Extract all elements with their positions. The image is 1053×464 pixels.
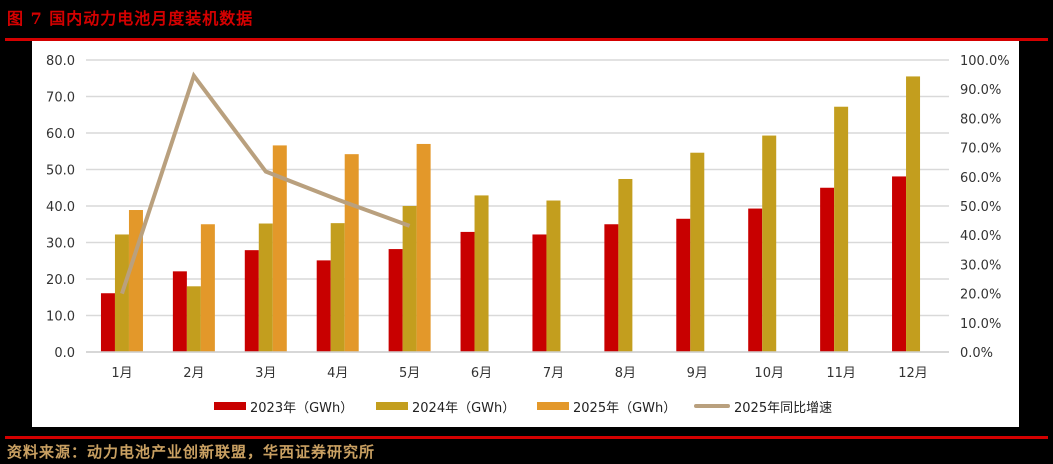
legend-label: 2025年（GWh） [573, 400, 677, 416]
y-tick-right: 20.0% [960, 288, 1001, 303]
x-tick-label: 5月 [399, 366, 420, 381]
bar-2024年（GWh） [474, 195, 489, 352]
legend-item: 2025年（GWh） [537, 396, 676, 416]
x-tick-label: 11月 [826, 366, 856, 381]
bar-2024年（GWh） [834, 106, 849, 352]
x-tick-label: 1月 [111, 366, 132, 381]
x-tick-label: 10月 [754, 366, 784, 381]
y-tick-right: 50.0% [960, 200, 1001, 215]
x-tick-label: 9月 [687, 366, 708, 381]
bar-2023年（GWh） [460, 231, 475, 352]
bar-2025年（GWh） [200, 224, 215, 352]
x-tick-label: 8月 [615, 366, 636, 381]
x-tick-label: 4月 [327, 366, 348, 381]
x-tick-label: 12月 [898, 366, 928, 381]
y-tick-right: 70.0% [960, 142, 1001, 157]
bar-2023年（GWh） [316, 260, 331, 352]
bar-2024年（GWh） [258, 223, 273, 352]
bar-2025年（GWh） [272, 145, 287, 352]
y-tick-right: 0.0% [960, 346, 993, 361]
figure-title: 图 7 国内动力电池月度装机数据 [7, 9, 254, 28]
bar-2024年（GWh） [906, 76, 921, 353]
y-tick-left: 0.0 [54, 346, 75, 361]
bar-2023年（GWh） [100, 293, 115, 352]
bar-2023年（GWh） [892, 176, 907, 352]
bar-2024年（GWh） [402, 206, 417, 352]
x-tick-label: 2月 [183, 366, 204, 381]
y-tick-right: 40.0% [960, 229, 1001, 244]
chart-panel [32, 41, 1019, 427]
y-tick-left: 30.0 [46, 237, 75, 252]
legend-bar-swatch-icon [376, 402, 408, 410]
x-tick-label: 3月 [255, 366, 276, 381]
bar-2023年（GWh） [604, 224, 619, 352]
y-tick-left: 20.0 [46, 273, 75, 288]
bar-2025年（GWh） [416, 143, 431, 352]
y-tick-right: 80.0% [960, 112, 1001, 127]
bar-2023年（GWh） [172, 271, 187, 352]
legend-bar-swatch-icon [214, 402, 246, 410]
x-tick-label: 7月 [543, 366, 564, 381]
legend-item: 2023年（GWh） [214, 396, 353, 416]
bar-2024年（GWh） [186, 286, 201, 352]
y-tick-left: 50.0 [46, 164, 75, 179]
y-tick-left: 80.0 [46, 54, 75, 69]
top-divider [5, 38, 1048, 41]
legend-label: 2023年（GWh） [250, 400, 354, 416]
bar-2023年（GWh） [244, 250, 259, 352]
y-tick-left: 60.0 [46, 127, 75, 142]
legend-label: 2025年同比增速 [734, 400, 833, 416]
bar-2023年（GWh） [748, 208, 763, 352]
bar-2023年（GWh） [388, 249, 403, 352]
bar-2025年（GWh） [344, 154, 359, 352]
legend-line-swatch-icon [694, 404, 730, 408]
bar-2024年（GWh） [546, 200, 561, 352]
bar-2023年（GWh） [532, 234, 547, 352]
y-tick-right: 60.0% [960, 171, 1001, 186]
bottom-divider [5, 436, 1048, 439]
legend-bar-swatch-icon [537, 402, 569, 410]
bar-2024年（GWh） [618, 178, 633, 352]
bar-2023年（GWh） [676, 218, 691, 352]
growth-line [120, 71, 411, 295]
bar-2024年（GWh） [690, 152, 705, 352]
bar-2024年（GWh） [330, 223, 345, 352]
y-tick-left: 10.0 [46, 310, 75, 325]
legend-label: 2024年（GWh） [412, 400, 516, 416]
y-tick-right: 100.0% [960, 54, 1010, 69]
y-tick-left: 70.0 [46, 91, 75, 106]
source-note: 资料来源：动力电池产业创新联盟，华西证券研究所 [7, 443, 376, 461]
y-tick-left: 40.0 [46, 200, 75, 215]
y-tick-right: 30.0% [960, 258, 1001, 273]
bar-2024年（GWh） [762, 135, 777, 352]
y-tick-right: 90.0% [960, 83, 1001, 98]
x-tick-label: 6月 [471, 366, 492, 381]
legend-item: 2025年同比增速 [694, 396, 832, 416]
bar-2023年（GWh） [820, 187, 835, 352]
legend-item: 2024年（GWh） [376, 396, 515, 416]
y-tick-right: 10.0% [960, 317, 1001, 332]
